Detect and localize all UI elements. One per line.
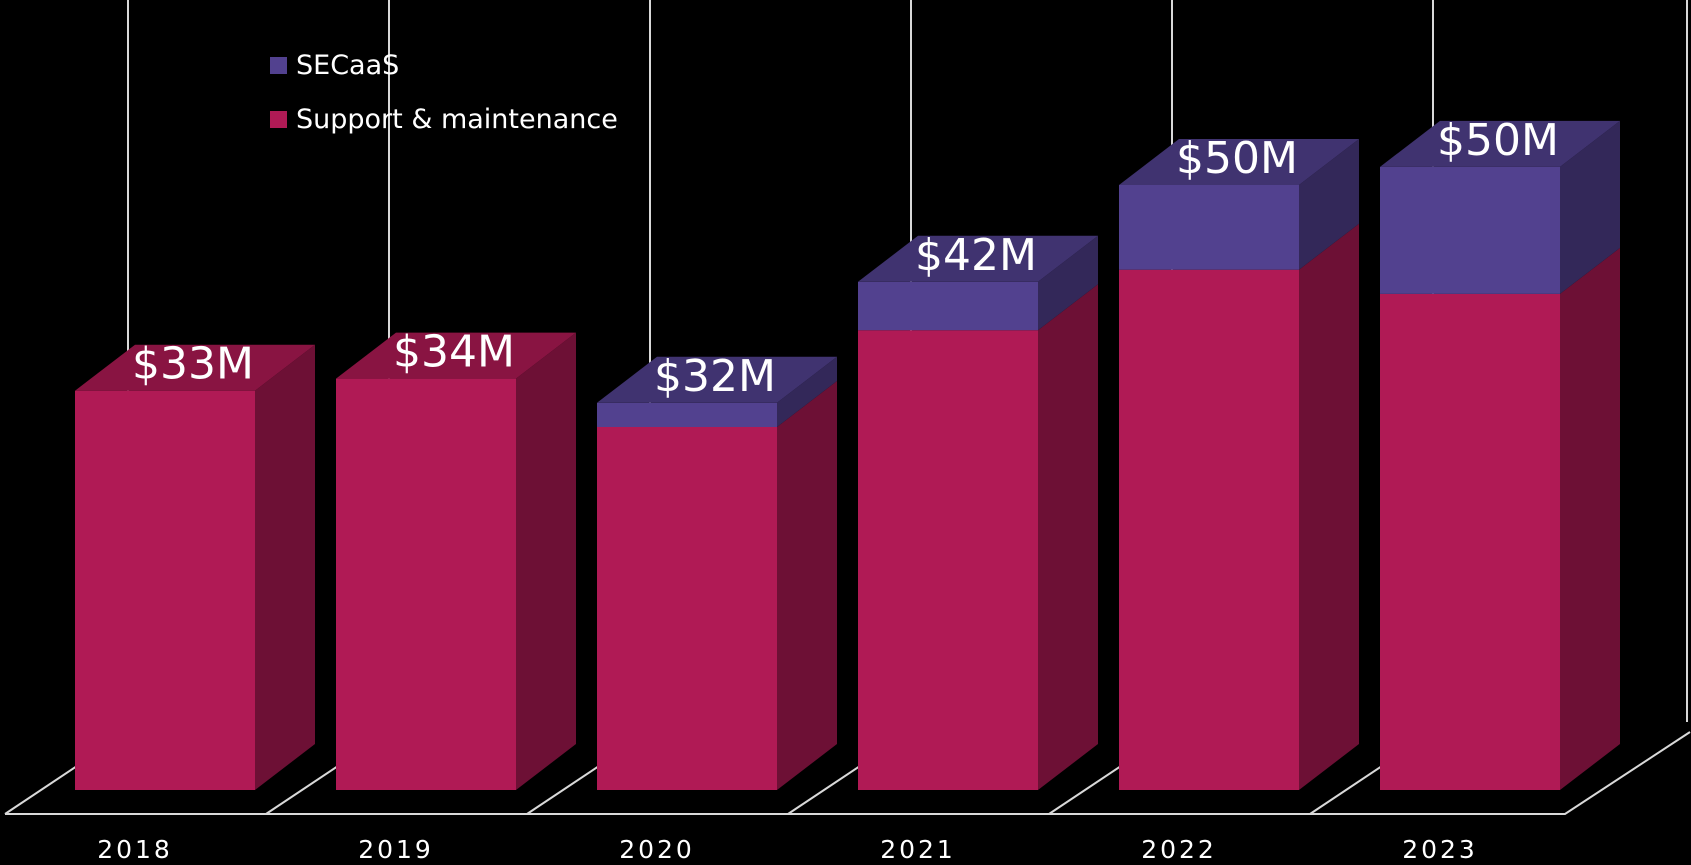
legend-swatch-secaas <box>270 56 287 74</box>
legend-item-support: Support & maintenance <box>270 103 618 135</box>
bar-2021-support <box>858 284 1098 790</box>
bar-front-2022-0 <box>1119 269 1299 790</box>
x-tick-2023: 2023 <box>1402 835 1478 864</box>
bar-top-2019 <box>336 332 576 379</box>
bar-side-2020-1 <box>777 356 837 427</box>
legend-label-secaas: SECaaS <box>296 49 400 81</box>
total-label-2021: $42M <box>915 230 1037 281</box>
bar-front-2018-0 <box>75 390 255 790</box>
bar-front-2023-0 <box>1380 293 1560 790</box>
bar-side-2022-0 <box>1299 223 1359 790</box>
total-label-2022: $50M <box>1176 133 1298 184</box>
x-axis-tick-labels: 2018 2019 2020 2021 2022 2023 <box>97 835 1478 864</box>
bar-2022-secaas <box>1119 139 1359 270</box>
bar-front-2022-1 <box>1119 185 1299 270</box>
bar-side-2021-1 <box>1038 235 1098 331</box>
legend-item-secaas: SECaaS <box>270 49 618 81</box>
legend: SECaaS Support & maintenance <box>270 50 618 158</box>
bar-top-2023 <box>1380 120 1620 167</box>
bar-2019-support <box>336 332 576 790</box>
total-label-2023: $50M <box>1437 115 1559 166</box>
bar-front-2021-0 <box>858 330 1038 790</box>
bar-2021-secaas <box>858 235 1098 331</box>
floor-front-edge <box>5 731 1691 815</box>
x-tick-2020: 2020 <box>619 835 695 864</box>
bar-2022-support <box>1119 223 1359 790</box>
bar-group <box>75 120 1620 790</box>
total-labels: $33M $34M $32M $42M $50M $50M <box>132 115 1559 402</box>
bar-2018-support <box>75 344 315 790</box>
bar-top-2022 <box>1119 139 1359 185</box>
total-label-2018: $33M <box>132 339 254 390</box>
x-tick-2019: 2019 <box>358 835 434 864</box>
bar-2020-secaas <box>597 356 837 427</box>
x-tick-2022: 2022 <box>1141 835 1217 864</box>
bar-2023-support <box>1380 247 1620 790</box>
legend-label-support: Support & maintenance <box>296 103 618 135</box>
bar-front-2020-0 <box>597 427 777 790</box>
bar-top-2020 <box>597 356 837 403</box>
bar-side-2023-1 <box>1560 120 1620 294</box>
bar-front-2020-1 <box>597 402 777 427</box>
x-tick-2021: 2021 <box>880 835 956 864</box>
legend-swatch-support <box>270 110 287 128</box>
bar-front-2023-1 <box>1380 166 1560 294</box>
bar-2020-support <box>597 381 837 790</box>
bar-side-2023-0 <box>1560 247 1620 790</box>
bar-top-2021 <box>858 235 1098 282</box>
bar-2023-secaas <box>1380 120 1620 294</box>
total-label-2020: $32M <box>654 351 776 402</box>
bar-side-2018-0 <box>255 344 315 790</box>
total-label-2019: $34M <box>393 327 515 378</box>
x-tick-2018: 2018 <box>97 835 173 864</box>
bar-side-2020-0 <box>777 381 837 790</box>
bar-side-2022-1 <box>1299 139 1359 270</box>
bar-front-2021-1 <box>858 281 1038 331</box>
bar-front-2019-0 <box>336 378 516 790</box>
bar-top-2018 <box>75 344 315 391</box>
bar-side-2019-0 <box>516 332 576 790</box>
bar-side-2021-0 <box>1038 284 1098 790</box>
